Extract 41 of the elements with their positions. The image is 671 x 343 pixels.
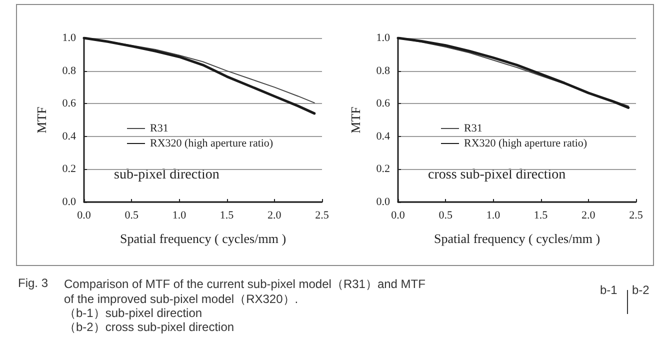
y-tick-label: 0.6 <box>62 98 76 110</box>
x-axis-title: Spatial frequency ( cycles/mm ) <box>434 231 600 246</box>
x-tick-label: 1.0 <box>172 210 187 222</box>
legend-label: RX320 (high aperture ratio) <box>150 138 274 150</box>
x-tick-label: 2.0 <box>582 210 596 222</box>
y-tick-label: 0.4 <box>62 130 76 142</box>
x-tick-label: 0.5 <box>124 210 139 222</box>
x-tick-label: 1.5 <box>220 210 234 222</box>
text: （b-1）sub-pixel direction <box>64 306 202 322</box>
x-tick-label: 0.5 <box>438 210 453 222</box>
caption: Fig. 3 <box>18 276 48 290</box>
y-tick-label: 0.2 <box>62 163 76 176</box>
legend-label: RX320 (high aperture ratio) <box>464 138 588 150</box>
x-tick-label: 0.0 <box>77 210 92 222</box>
y-tick-label: 0.4 <box>376 130 390 142</box>
y-tick-label: 0.2 <box>376 163 390 176</box>
text: （b-2）cross sub-pixel direction <box>64 320 234 336</box>
legend-label: R31 <box>464 122 482 134</box>
text: of the improved sub-pixel model（RX320）. <box>64 291 298 308</box>
y-tick-label: 1.0 <box>62 32 76 44</box>
y-tick-label: 0.0 <box>62 196 76 208</box>
y-axis-title: MTF <box>348 106 363 134</box>
text: Comparison of MTF of the current sub-pixel model（R31）and MTF <box>64 276 426 293</box>
y-tick-label: 0.6 <box>376 98 390 110</box>
y-tick-label: 1.0 <box>376 32 390 44</box>
legend-label: R31 <box>150 122 168 134</box>
x-tick-label: 1.0 <box>486 210 501 222</box>
x-axis-title: Spatial frequency ( cycles/mm ) <box>120 231 286 246</box>
text: b-2 <box>632 283 650 297</box>
x-tick-label: 2.0 <box>268 210 282 222</box>
y-tick-label: 0.8 <box>62 64 76 77</box>
y-axis-title: MTF <box>34 106 49 134</box>
x-tick-label: 2.5 <box>315 210 330 222</box>
annotation: cross sub-pixel direction <box>428 168 566 182</box>
x-tick-label: 1.5 <box>534 210 548 222</box>
y-tick-label: 0.8 <box>376 64 390 77</box>
text: b-1 <box>600 283 618 297</box>
y-tick-label: 0.0 <box>376 196 390 208</box>
x-tick-label: 2.5 <box>629 210 644 222</box>
annotation: sub-pixel direction <box>114 168 220 182</box>
x-tick-label: 0.0 <box>391 210 406 222</box>
